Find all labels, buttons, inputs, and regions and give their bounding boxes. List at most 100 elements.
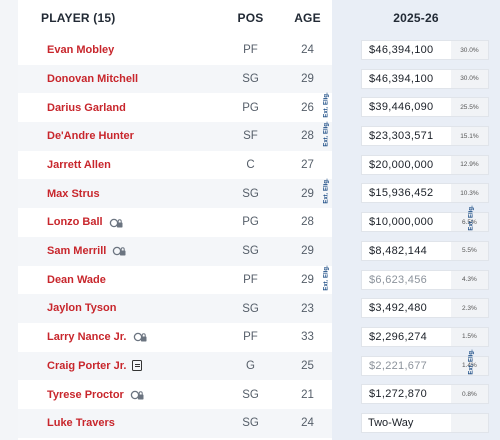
age-column-header[interactable]: AGE (294, 11, 321, 25)
salary-box[interactable]: $46,394,100 30.0% (361, 40, 489, 60)
contract-document-icon (132, 360, 143, 372)
salary-box[interactable]: $15,936,452 10.3% (361, 183, 489, 204)
player-name-link[interactable]: Larry Nance Jr. (47, 331, 127, 344)
salary-cell: $8,482,144 5.5% (332, 237, 500, 266)
salary-box[interactable]: $20,000,000 12.9% (361, 154, 489, 175)
two-way-label: Two-Way (368, 416, 414, 429)
table-row: Larry Nance Jr. PF 33 $2,296,274 1.5% (18, 323, 500, 352)
player-option-lock-icon (133, 332, 147, 342)
position-cell: PG (242, 216, 259, 229)
salary-cell: $10,000,000 6.5% Ext. Elig. (332, 205, 500, 237)
salary-amount: $1,272,870 (369, 388, 428, 401)
player-name-link[interactable]: Tyrese Proctor (47, 388, 124, 401)
extension-eligible-tag: Ext. Elig. (468, 205, 475, 231)
salary-box[interactable]: $39,446,090 25.5% (361, 97, 489, 118)
player-name-cell: Sam Merrill (18, 236, 218, 266)
position-cell: SG (218, 294, 283, 323)
salary-cell: $2,296,274 1.5% (332, 323, 500, 352)
player-name-link[interactable]: Max Strus (47, 187, 100, 200)
cap-percent-badge: 10.3% (450, 184, 488, 203)
age-cell: 24 (283, 408, 332, 438)
age-cell: 24 (301, 44, 314, 57)
player-column-header[interactable]: PLAYER (15) (41, 11, 116, 25)
salary-box[interactable]: $6,623,456 4.3% (361, 269, 489, 290)
position-cell: SF (218, 122, 283, 151)
salary-box[interactable]: $2,296,274 1.5% (361, 326, 489, 347)
player-name-cell: Dean Wade (18, 266, 218, 295)
player-name-cell: Tyrese Proctor (18, 380, 218, 409)
salary-amount: $3,492,480 (369, 302, 428, 315)
player-name-cell: Luke Travers (18, 408, 218, 438)
position-cell: PF (243, 273, 258, 286)
player-name-link[interactable]: Lonzo Ball (47, 216, 103, 229)
salary-cell: $15,936,452 10.3% Ext. Elig. (324, 179, 500, 208)
player-name-link[interactable]: Luke Travers (47, 417, 115, 430)
pos-column-header[interactable]: POS (237, 11, 264, 25)
salary-box[interactable]: $46,394,100 30.0% (361, 68, 489, 89)
table-row: Tyrese Proctor SG 21 $1,272,870 0.8% (18, 380, 500, 409)
table-row: Max Strus SG 29 $15,936,452 10.3% Ext. Elig. (18, 179, 500, 209)
player-name-link[interactable]: Jaylon Tyson (47, 302, 117, 315)
salary-amount: $46,394,100 (369, 72, 434, 85)
player-name-cell: Lonzo Ball (18, 208, 218, 237)
table-row: Craig Porter Jr. G 25 $2,221,677 1.4% Ext. El… (18, 349, 500, 381)
position-cell: SG (218, 236, 283, 266)
salary-box[interactable]: $10,000,000 6.5% (361, 212, 489, 233)
season-column-header[interactable]: 2025-26 (393, 11, 439, 25)
player-name-link[interactable]: Jarrett Allen (47, 159, 111, 172)
age-cell: 29 (301, 273, 314, 286)
position-cell: PG (242, 101, 259, 114)
extension-eligible-tag: Ext. Elig. (323, 92, 330, 119)
player-option-lock-icon (109, 218, 123, 228)
age-cell: 25 (283, 351, 332, 381)
position-cell: SG (218, 179, 283, 209)
player-name-cell: Craig Porter Jr. (18, 351, 218, 381)
salary-cell: Two-Way (332, 409, 500, 438)
salary-box[interactable]: $23,303,571 15.1% (361, 126, 489, 147)
player-name-link[interactable]: Sam Merrill (47, 245, 107, 258)
table-row: Donovan Mitchell SG 29 $46,394,100 30.0% (18, 64, 500, 94)
player-name-link[interactable]: De'Andre Hunter (47, 130, 134, 143)
player-name-cell: Evan Mobley (18, 36, 218, 65)
salary-amount: $39,446,090 (369, 101, 434, 114)
player-name-link[interactable]: Dean Wade (47, 273, 106, 286)
player-name-cell: Donovan Mitchell (18, 64, 218, 94)
salary-box[interactable]: $1,272,870 0.8% (361, 384, 489, 405)
contracts-panel: PLAYER (15) POS AGE 2025-26 Evan Mobley P… (18, 0, 500, 440)
table-body: Evan Mobley PF 24 $46,394,100 30.0% Donovan M… (18, 36, 500, 438)
player-name-link[interactable]: Craig Porter Jr. (47, 359, 127, 372)
position-cell: SG (218, 408, 283, 438)
salary-box[interactable]: $2,221,677 1.4% (361, 355, 489, 376)
salary-box[interactable]: $8,482,144 5.5% (361, 240, 489, 261)
cap-percent-badge: 4.3% (450, 270, 488, 289)
salary-amount: $15,936,452 (369, 187, 434, 200)
salary-cell: $23,303,571 15.1% Ext. Elig. (324, 121, 500, 151)
position-cell: SG (218, 64, 283, 94)
age-cell: 28 (301, 216, 314, 229)
cap-percent-badge (450, 413, 488, 432)
salary-box[interactable]: Two-Way (361, 412, 489, 433)
player-name-link[interactable]: Donovan Mitchell (47, 73, 139, 86)
table-row: Sam Merrill SG 29 $8,482,144 5.5% (18, 236, 500, 266)
salary-cell: $3,492,480 2.3% (332, 294, 500, 323)
cap-percent-badge: 2.3% (450, 299, 488, 318)
table-row: De'Andre Hunter SF 28 $23,303,571 15.1% Ext. … (18, 121, 500, 151)
cap-percent-badge: 12.9% (450, 155, 488, 174)
table-row: Darius Garland PG 26 $39,446,090 25.5% Ext. E… (18, 93, 500, 122)
extension-eligible-tag: Ext. Elig. (323, 264, 330, 291)
table-row: Dean Wade PF 29 $6,623,456 4.3% Ext. Elig. (18, 264, 500, 295)
player-option-lock-icon (130, 390, 144, 400)
salary-box[interactable]: $3,492,480 2.3% (361, 298, 489, 319)
salary-amount: $20,000,000 (369, 158, 434, 171)
player-name-link[interactable]: Darius Garland (47, 101, 126, 114)
player-name-link[interactable]: Evan Mobley (47, 44, 115, 57)
cap-percent-badge: 0.8% (450, 385, 488, 404)
salary-amount: $46,394,100 (369, 44, 434, 56)
position-cell: PF (243, 331, 258, 344)
salary-amount: $2,296,274 (369, 330, 428, 343)
salary-amount: $10,000,000 (369, 216, 434, 229)
player-name-cell: Jaylon Tyson (18, 294, 218, 323)
extension-eligible-tag: Ext. Elig. (323, 178, 330, 205)
player-option-lock-icon (112, 246, 126, 256)
